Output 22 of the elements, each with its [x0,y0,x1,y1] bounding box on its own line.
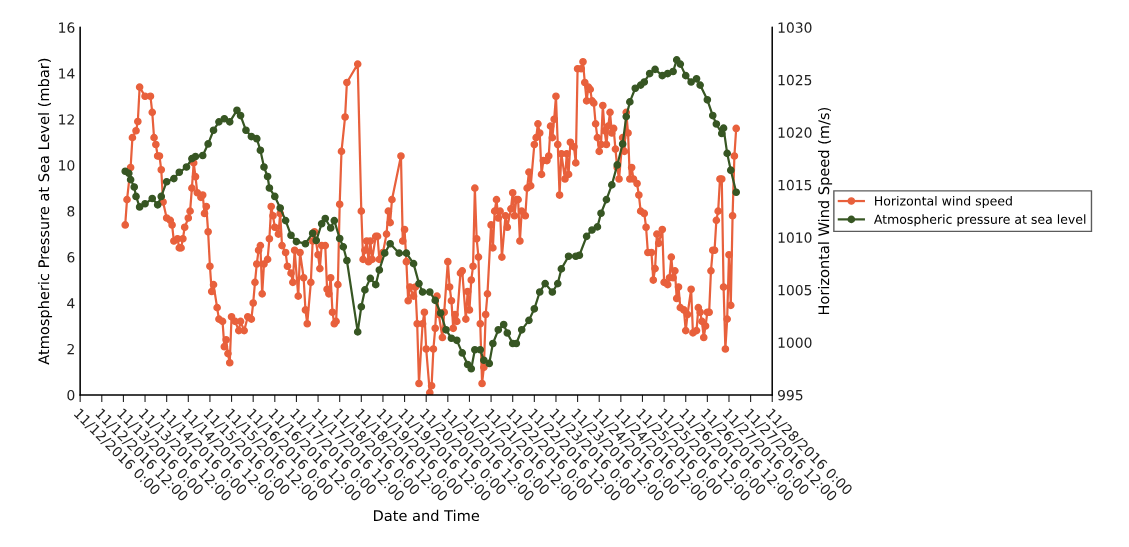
y2-tick-label: 1015 [778,179,812,191]
y2-tick-label: 1025 [778,74,812,86]
y-tick-label: 10 [59,160,75,171]
y-tick-label: 16 [59,22,75,33]
y-tick-label: 0 [67,389,75,401]
x-axis-title: Date and Time [374,509,480,522]
legend-label: Atmospheric pressure at sea level [873,214,1086,227]
y-tick-label: 8 [67,206,75,217]
y-axis-title: Atmospheric Pressure at Sea Level (mbar) [37,58,53,365]
y-tick-label: 2 [67,343,74,355]
y-tick-label: 12 [59,114,74,125]
y2-tick-label: 995 [777,389,803,401]
y2-tick-label: 1020 [778,127,812,138]
y2-tick-label: 1005 [778,284,812,296]
y-tick-label: 6 [67,252,75,263]
y-tick-label: 14 [59,68,75,79]
y2-axis-title: Horizontal Wind Speed (m/s) [818,107,833,315]
y-tick-label: 4 [67,298,75,309]
y2-tick-label: 1010 [778,232,812,243]
y2-tick-label: 1000 [778,337,812,348]
y2-tick-label: 1030 [778,22,812,33]
legend-label: Horizontal wind speed [875,195,1012,209]
